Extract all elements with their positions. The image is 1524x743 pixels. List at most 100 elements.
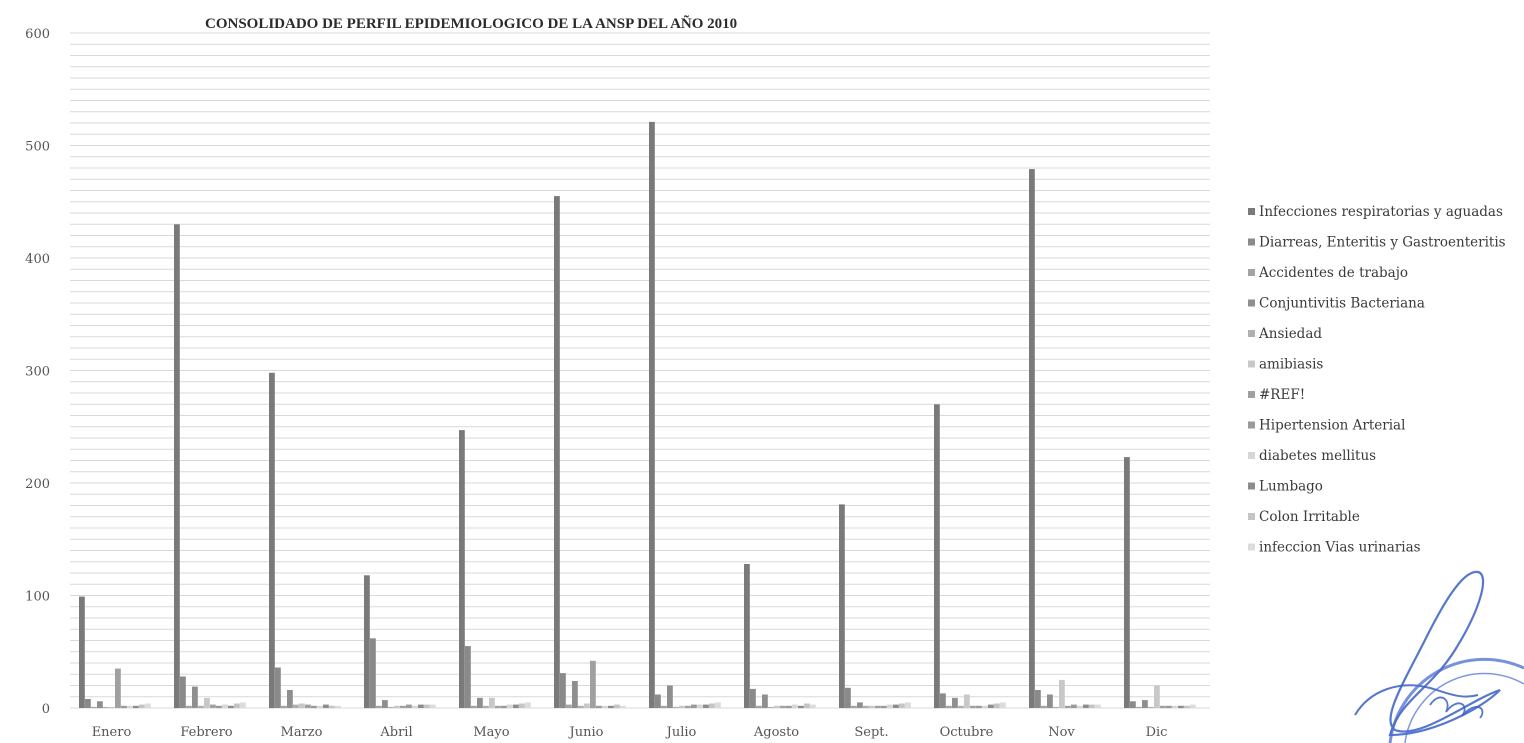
bar [786,705,792,709]
bar [1029,169,1035,709]
bar [620,705,626,709]
bar [204,697,210,708]
y-tick-label: 500 [25,140,50,155]
bar [934,404,940,709]
bar [976,705,982,709]
bar [590,660,596,709]
bar [329,705,335,709]
bar [1178,705,1184,709]
bar [418,704,424,708]
bar [1160,705,1166,709]
bar [661,705,667,709]
bar [1000,702,1006,708]
bar [269,372,275,709]
bar [1059,679,1065,708]
x-tick-label: Junio [568,725,604,740]
bar [234,703,240,708]
bar [103,706,109,708]
bar [1077,705,1083,709]
bar [412,705,418,709]
bar [97,701,103,709]
bar [406,704,412,708]
gridlines [70,32,1210,709]
bar [756,705,762,709]
bar [281,705,287,709]
legend-label: diabetes mellitus [1259,448,1376,464]
bar [198,705,204,709]
bar [1154,685,1160,708]
bar [79,596,85,708]
x-tick-label: Abril [379,725,412,740]
bar [222,704,228,708]
bar [1065,705,1071,709]
bar [388,706,394,708]
bar [1071,704,1077,708]
bar [893,704,899,708]
bar [317,705,323,709]
bar [810,704,816,708]
bar [483,705,489,709]
bar [988,704,994,708]
bar [697,704,703,708]
bar [186,705,192,709]
bar [780,705,786,709]
bar [394,705,400,709]
bar [216,705,222,709]
x-tick-label: Marzo [281,725,323,740]
bar [1142,700,1148,708]
legend-label: #REF! [1259,387,1305,403]
signature-seal [1354,570,1524,743]
bar [323,704,329,708]
x-tick-label: Julio [665,725,697,740]
bar [845,687,851,709]
bar [507,704,513,708]
bar [228,705,234,709]
bar [513,704,519,708]
bar [382,700,388,708]
bar [685,705,691,709]
bar [424,704,430,708]
bar [240,702,246,708]
bar [679,705,685,709]
bar [145,703,151,708]
bar [839,504,845,708]
legend-label: Diarreas, Enteritis y Gastroenteritis [1259,235,1506,251]
y-tick-label: 600 [25,27,50,42]
bar [311,705,317,709]
bar [293,704,299,708]
bar [1124,457,1130,708]
bar [180,676,186,708]
bar [525,702,531,708]
bar [210,704,216,708]
bar [946,705,952,709]
bar [335,705,341,709]
bar [1136,706,1142,708]
legend-swatch [1248,238,1255,246]
bar [982,705,988,709]
x-tick-label: Agosto [753,725,799,740]
bar [471,705,477,709]
bar [489,697,495,708]
bar [940,693,946,708]
bar [881,705,887,709]
bar [1089,704,1095,708]
y-tick-label: 100 [25,590,50,605]
y-tick-label: 300 [25,365,50,380]
bar [566,704,572,708]
bar [1190,704,1196,708]
bar [608,705,614,709]
bar [1184,705,1190,709]
bar [750,688,756,708]
bar [1095,704,1101,708]
bar [857,702,863,708]
legend-swatch [1248,513,1255,520]
bar [1035,690,1041,708]
bar [1041,705,1047,709]
legend: Infecciones respiratorias y aguadas Diarr… [1248,204,1506,556]
bars [79,121,1196,709]
bar [174,224,180,709]
bar [709,703,715,708]
x-tick-label: Octubre [940,725,994,740]
x-tick-label: Sept. [854,725,888,740]
